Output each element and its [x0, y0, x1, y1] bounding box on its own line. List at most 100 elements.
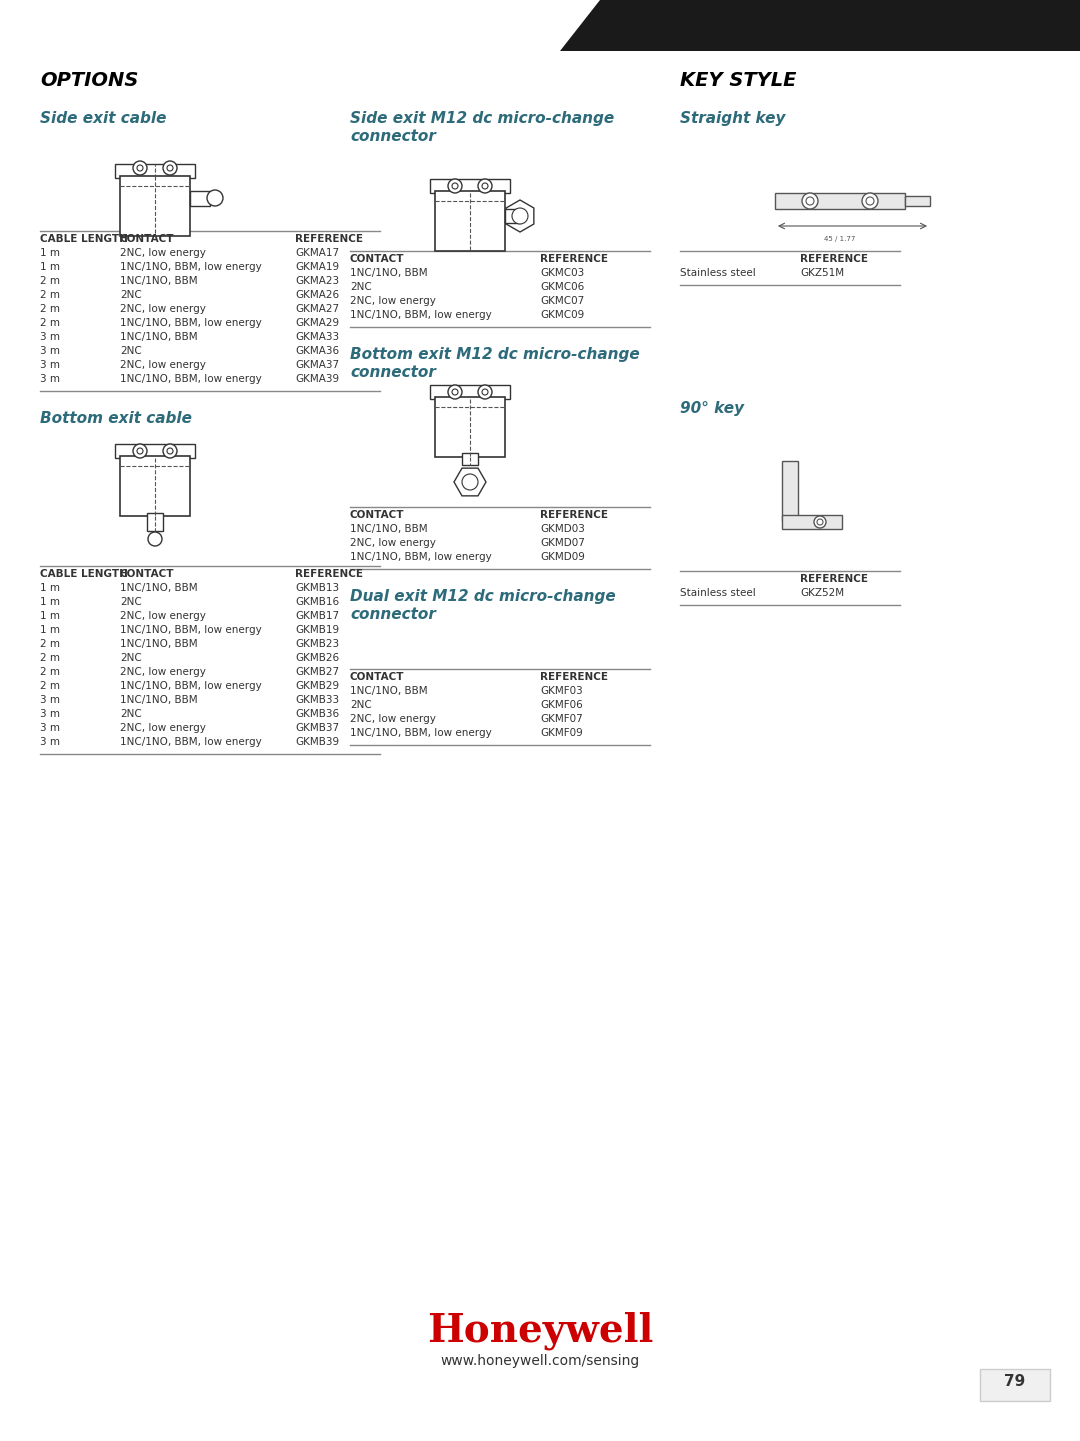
Circle shape	[806, 197, 814, 205]
Text: 3 m: 3 m	[40, 331, 60, 342]
Circle shape	[462, 474, 478, 490]
Text: 2NC, low energy: 2NC, low energy	[350, 295, 436, 305]
Text: GKMC03: GKMC03	[540, 268, 584, 278]
Text: GKMB27: GKMB27	[295, 667, 339, 677]
Text: REFERENCE: REFERENCE	[800, 574, 868, 584]
Bar	[462, 452, 478, 465]
Bar	[147, 513, 163, 530]
Circle shape	[814, 516, 826, 527]
Text: 1 m: 1 m	[40, 625, 60, 635]
Text: 1NC/1NO, BBM: 1NC/1NO, BBM	[350, 268, 428, 278]
Text: GKMA17: GKMA17	[295, 248, 339, 258]
Text: GKMD09: GKMD09	[540, 552, 585, 562]
Text: 2NC, low energy: 2NC, low energy	[120, 723, 206, 733]
Text: 2NC, low energy: 2NC, low energy	[120, 248, 206, 258]
Text: Stainless steel: Stainless steel	[680, 268, 756, 278]
Circle shape	[478, 179, 492, 193]
Bar	[114, 164, 195, 179]
Text: 1NC/1NO, BBM: 1NC/1NO, BBM	[120, 695, 198, 705]
Text: 2NC, low energy: 2NC, low energy	[120, 667, 206, 677]
Circle shape	[133, 161, 147, 174]
Text: connector: connector	[350, 365, 436, 380]
Circle shape	[137, 448, 143, 454]
Text: REFERENCE: REFERENCE	[540, 510, 608, 520]
Text: 1NC/1NO, BBM, low energy: 1NC/1NO, BBM, low energy	[350, 552, 491, 562]
Bar	[980, 1369, 1050, 1401]
Circle shape	[167, 166, 173, 171]
Text: 2NC: 2NC	[350, 700, 372, 710]
Text: GKMA36: GKMA36	[295, 346, 339, 356]
Circle shape	[453, 183, 458, 189]
Circle shape	[478, 385, 492, 399]
Text: GKMB39: GKMB39	[295, 736, 339, 746]
Text: 1NC/1NO, BBM, low energy: 1NC/1NO, BBM, low energy	[350, 728, 491, 738]
Text: REFERENCE: REFERENCE	[295, 233, 363, 244]
Text: GKMA23: GKMA23	[295, 277, 339, 285]
Text: 1 m: 1 m	[40, 597, 60, 607]
Text: 3 m: 3 m	[40, 723, 60, 733]
Text: CONTACT: CONTACT	[120, 233, 175, 244]
Bar	[782, 461, 798, 522]
Bar	[114, 444, 195, 458]
Text: 2NC: 2NC	[120, 709, 141, 719]
Text: CONTACT: CONTACT	[350, 254, 405, 264]
Circle shape	[512, 208, 528, 223]
Text: 1NC/1NO, BBM: 1NC/1NO, BBM	[120, 584, 198, 594]
Text: REFERENCE: REFERENCE	[295, 569, 363, 579]
Text: 2NC, low energy: 2NC, low energy	[350, 713, 436, 723]
Text: Straight key: Straight key	[680, 111, 785, 125]
Text: CONTACT: CONTACT	[350, 510, 405, 520]
Circle shape	[133, 444, 147, 458]
Text: Bottom exit cable: Bottom exit cable	[40, 411, 192, 427]
Text: GKMF07: GKMF07	[540, 713, 583, 723]
Text: 3 m: 3 m	[40, 346, 60, 356]
Text: GKMB17: GKMB17	[295, 611, 339, 621]
Text: 3 m: 3 m	[40, 375, 60, 383]
Text: 1NC/1NO, BBM, low energy: 1NC/1NO, BBM, low energy	[120, 262, 261, 272]
Circle shape	[862, 193, 878, 209]
Text: 1NC/1NO, BBM: 1NC/1NO, BBM	[120, 277, 198, 285]
Text: 1NC/1NO, BBM: 1NC/1NO, BBM	[120, 331, 198, 342]
Text: www.honeywell.com/sensing: www.honeywell.com/sensing	[441, 1355, 639, 1368]
Text: GKMC06: GKMC06	[540, 282, 584, 293]
Text: GKMA37: GKMA37	[295, 360, 339, 370]
Text: GKMB29: GKMB29	[295, 682, 339, 692]
Text: GKMA29: GKMA29	[295, 318, 339, 329]
Text: 1NC/1NO, BBM, low energy: 1NC/1NO, BBM, low energy	[120, 318, 261, 329]
Text: 2NC: 2NC	[120, 653, 141, 663]
Circle shape	[866, 197, 874, 205]
Text: CONTACT: CONTACT	[350, 672, 405, 682]
Text: 2NC, low energy: 2NC, low energy	[120, 360, 206, 370]
Text: 2 m: 2 m	[40, 667, 60, 677]
Text: GKMB13: GKMB13	[295, 584, 339, 594]
Text: GKMB33: GKMB33	[295, 695, 339, 705]
Text: 1NC/1NO, BBM, low energy: 1NC/1NO, BBM, low energy	[120, 375, 261, 383]
Text: 1NC/1NO, BBM, low energy: 1NC/1NO, BBM, low energy	[120, 682, 261, 692]
Text: Side exit cable: Side exit cable	[40, 111, 166, 125]
Circle shape	[207, 190, 222, 206]
Circle shape	[163, 161, 177, 174]
Text: GKMB23: GKMB23	[295, 638, 339, 648]
Text: 45 / 1.77: 45 / 1.77	[824, 236, 855, 242]
Text: 2NC: 2NC	[350, 282, 372, 293]
Text: 1NC/1NO, BBM: 1NC/1NO, BBM	[120, 638, 198, 648]
Text: GKMB16: GKMB16	[295, 597, 339, 607]
Text: 1 m: 1 m	[40, 262, 60, 272]
Text: GKMF06: GKMF06	[540, 700, 583, 710]
Bar	[120, 455, 190, 516]
Bar	[782, 514, 842, 529]
Text: CONTACT: CONTACT	[120, 569, 175, 579]
Polygon shape	[454, 468, 486, 496]
Circle shape	[448, 385, 462, 399]
Circle shape	[448, 179, 462, 193]
Text: CABLE LENGTH: CABLE LENGTH	[40, 569, 127, 579]
Text: 1NC/1NO, BBM, low energy: 1NC/1NO, BBM, low energy	[350, 310, 491, 320]
Bar	[505, 209, 519, 223]
Text: 2 m: 2 m	[40, 638, 60, 648]
Bar	[430, 385, 510, 399]
Circle shape	[167, 448, 173, 454]
Text: Stainless steel: Stainless steel	[680, 588, 756, 598]
Circle shape	[148, 532, 162, 546]
Text: 2 m: 2 m	[40, 682, 60, 692]
Text: GKMA26: GKMA26	[295, 290, 339, 300]
